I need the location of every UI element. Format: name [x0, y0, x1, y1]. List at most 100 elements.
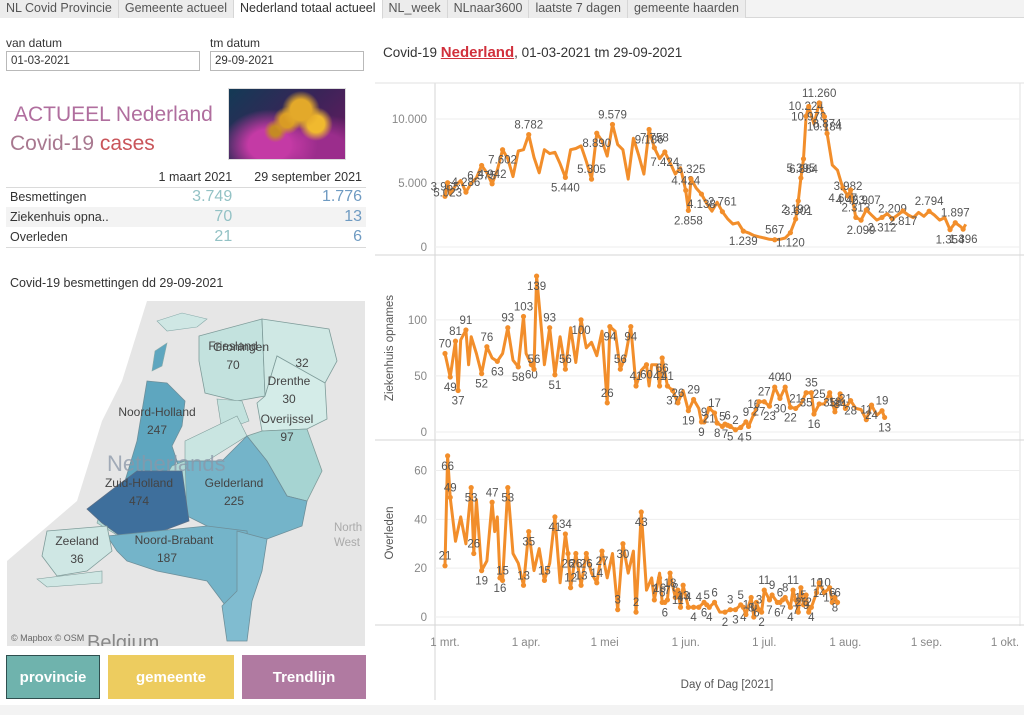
data-label: 8.874	[813, 118, 842, 130]
data-label: 41	[549, 522, 562, 534]
data-label: 2.209	[878, 204, 907, 216]
data-label: 6.884	[789, 164, 818, 176]
data-label: 1.396	[949, 234, 978, 246]
province-flevoland[interactable]	[184, 415, 248, 462]
data-point	[659, 355, 665, 361]
province-zeeland[interactable]	[41, 525, 113, 577]
data-label: 17	[708, 398, 721, 410]
provincie-button[interactable]: provincie	[6, 655, 100, 699]
data-point	[711, 410, 718, 416]
data-label: 76	[480, 332, 493, 344]
data-point	[743, 611, 749, 618]
data-point	[672, 594, 678, 601]
from-date-input[interactable]: 01-03-2021	[6, 51, 200, 71]
data-label: 6	[829, 587, 835, 599]
data-point	[479, 371, 485, 377]
row-label: Ziekenhuis opna..	[6, 207, 146, 227]
data-point	[683, 187, 689, 193]
data-point	[526, 528, 532, 535]
map-attribution[interactable]: © Mapbox © OSM	[11, 633, 84, 643]
data-label: 58	[512, 372, 525, 384]
data-label: 26	[601, 388, 614, 400]
data-point	[798, 175, 804, 181]
data-point	[675, 400, 681, 406]
tab-laatste-7-dagen[interactable]: laatste 7 dagen	[529, 0, 628, 18]
y-tick-label: 0	[421, 612, 427, 624]
data-label: 13	[517, 570, 530, 582]
province-map[interactable]: Groningen 32 Friesland 70 Drenthe 30 Noo…	[7, 301, 365, 646]
tab-nl-covid-provincie[interactable]: NL Covid Provincie	[0, 0, 119, 18]
tab-gemeente-haarden[interactable]: gemeente haarden	[627, 0, 746, 18]
data-label: 21	[703, 413, 716, 425]
data-point	[609, 121, 616, 128]
data-label: 41	[630, 371, 643, 383]
x-tick-label: 1 mrt.	[430, 637, 459, 649]
y-tick-label: 0	[421, 242, 427, 254]
data-label: 0	[751, 602, 757, 614]
tab-nederland-totaal-actueel[interactable]: Nederland totaal actueel	[234, 0, 383, 19]
data-label: 35	[522, 537, 535, 549]
data-point	[594, 130, 600, 136]
data-point	[520, 313, 527, 320]
trendlijn-button[interactable]: Trendlijn	[242, 655, 366, 699]
data-point	[719, 209, 725, 215]
province-noord-brabant[interactable]	[106, 525, 253, 622]
data-label: 9.186	[635, 134, 664, 146]
summary-row: Besmettingen 3.749 1.776	[6, 187, 366, 207]
data-point	[845, 193, 851, 199]
data-point	[445, 453, 451, 459]
tab-nl-week[interactable]: NL_week	[382, 0, 448, 18]
data-label: 70	[439, 338, 452, 350]
dashboard-title-line1: ACTUEEL Nederland	[14, 103, 213, 126]
x-tick-label: 1 okt.	[991, 637, 1019, 649]
data-point	[748, 594, 754, 601]
data-label: 3	[727, 595, 733, 607]
gemeente-button[interactable]: gemeente	[108, 655, 234, 699]
label-zuid-holland: Zuid-Holland	[105, 476, 173, 490]
data-label: 6	[724, 410, 730, 422]
data-point	[756, 399, 762, 405]
data-point	[445, 180, 451, 186]
from-date-label: van datum	[6, 36, 63, 50]
chart-title-country-link[interactable]: Nederland	[440, 44, 515, 61]
data-point	[766, 403, 773, 409]
data-point	[832, 594, 838, 601]
data-label: 53	[465, 493, 478, 505]
data-label: 2.099	[847, 225, 876, 237]
tab-nlnaar3600[interactable]: NLnaar3600	[447, 0, 530, 18]
data-label: 5	[745, 431, 751, 443]
value-groningen: 32	[295, 356, 309, 370]
data-point	[499, 147, 506, 153]
data-label: 7	[779, 605, 785, 617]
data-label: 8	[832, 602, 838, 614]
to-date-input[interactable]: 29-09-2021	[210, 51, 364, 71]
province-limburg[interactable]	[221, 530, 268, 642]
data-point	[821, 589, 828, 596]
data-point	[800, 602, 807, 608]
data-label: 11.260	[802, 88, 836, 100]
data-point	[463, 189, 469, 195]
data-label: 6	[711, 587, 717, 599]
data-label: 49	[444, 482, 457, 494]
data-label: 5.440	[551, 182, 580, 194]
data-point	[853, 214, 859, 221]
tab-gemeente-actueel[interactable]: Gemeente actueel	[118, 0, 234, 18]
data-label: 2.817	[889, 216, 918, 228]
data-point	[769, 592, 775, 598]
data-point	[515, 364, 521, 370]
data-point	[751, 614, 757, 620]
data-point	[960, 226, 966, 232]
data-label: 53	[501, 493, 514, 505]
data-point	[562, 531, 568, 537]
data-point	[565, 550, 571, 557]
data-point	[837, 391, 843, 397]
data-point	[526, 132, 532, 138]
data-point	[664, 597, 671, 603]
data-point	[863, 207, 869, 213]
data-label: 6.375	[467, 170, 496, 182]
data-point	[604, 400, 610, 406]
data-label: 26	[580, 559, 593, 571]
data-label: 9	[743, 407, 749, 419]
data-label: 8	[748, 602, 754, 614]
data-point	[442, 350, 448, 357]
